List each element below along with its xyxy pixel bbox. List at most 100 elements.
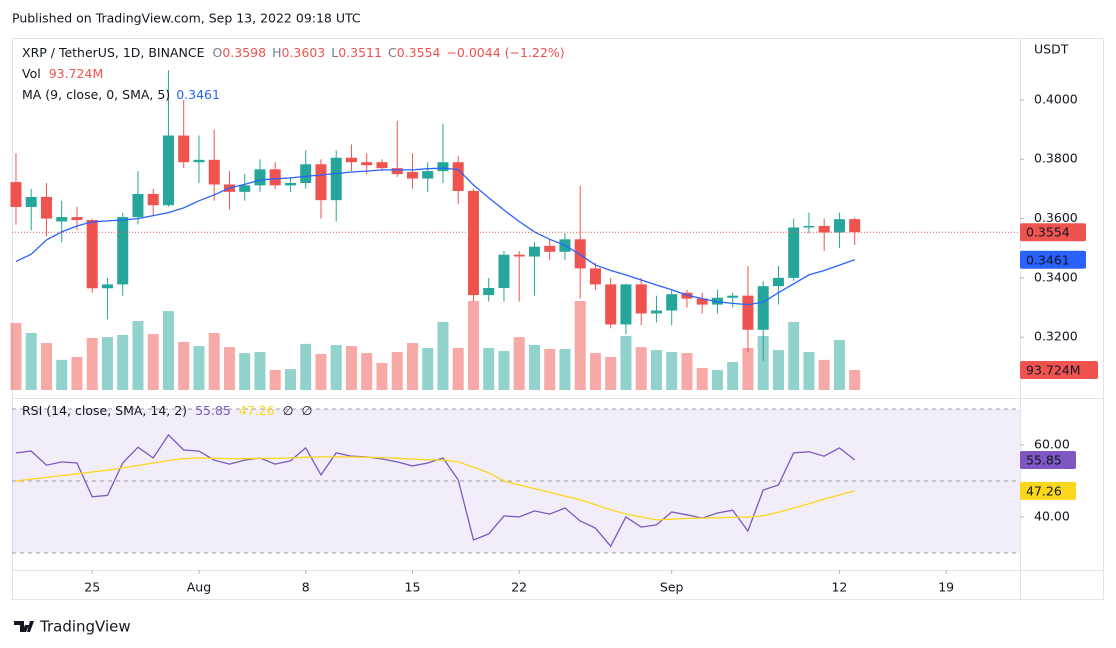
volume-bar xyxy=(772,350,784,390)
candle-body xyxy=(696,298,708,305)
volume-bar xyxy=(178,341,190,390)
y-tick-label: 60.00 xyxy=(1034,437,1070,452)
ma-line xyxy=(15,167,855,306)
chart-frame xyxy=(12,38,1104,600)
candle-body xyxy=(406,171,418,179)
candle-body xyxy=(498,254,510,288)
candle-body xyxy=(513,254,525,257)
volume-bar xyxy=(254,352,266,390)
volume-bar xyxy=(117,334,129,390)
open-label: O xyxy=(213,45,223,60)
candle-body xyxy=(315,164,327,201)
candle-body xyxy=(147,193,159,206)
candle-body xyxy=(101,284,113,289)
y-tick-label: 0.3600 xyxy=(1034,210,1078,225)
candle-body xyxy=(772,277,784,287)
volume-bar xyxy=(711,369,723,390)
candle-body xyxy=(849,219,861,233)
candle-body xyxy=(162,135,174,206)
rsi-name: RSI (14, close, SMA, 14, 2) xyxy=(22,403,187,418)
last-price-label: 0.3554 xyxy=(1026,225,1070,240)
y-tick-label: 0.3800 xyxy=(1034,151,1078,166)
volume-bar xyxy=(635,347,647,390)
y-tick-label: 0.4000 xyxy=(1034,91,1078,106)
candle-body xyxy=(574,239,586,269)
close-value: 0.3554 xyxy=(397,45,441,60)
volume-bar xyxy=(101,337,113,390)
candle-body xyxy=(300,164,312,183)
candle-body xyxy=(437,162,449,172)
volume-bar xyxy=(803,352,815,390)
candle-body xyxy=(818,225,830,233)
x-tick-label: 15 xyxy=(405,580,421,595)
y-tick-label: 0.3400 xyxy=(1034,269,1078,284)
ma-name: MA (9, close, 0, SMA, 5) xyxy=(22,87,170,102)
rsi-value: 47.26 xyxy=(239,403,275,418)
volume-bar xyxy=(406,343,418,390)
candle-body xyxy=(666,294,678,311)
logo-icon xyxy=(14,621,34,632)
volume-bar xyxy=(193,346,205,390)
volume-bar xyxy=(300,343,312,390)
candle-body xyxy=(803,225,815,228)
volume-bar xyxy=(376,362,388,390)
candle-body xyxy=(239,185,251,192)
rsi-value-box xyxy=(1020,481,1076,500)
candle-body xyxy=(589,268,601,285)
volume-value: 93.724M xyxy=(49,66,104,81)
x-tick-label: 19 xyxy=(938,580,954,595)
candle-body xyxy=(635,284,647,314)
symbol: XRP / TetherUS, 1D, BINANCE xyxy=(22,45,205,60)
volume-bar xyxy=(559,349,571,390)
volume-bar xyxy=(849,369,861,390)
change: −0.0044 (−1.22%) xyxy=(446,45,564,60)
volume-bar xyxy=(650,350,662,390)
volume-bar xyxy=(147,334,159,390)
volume-bar xyxy=(437,321,449,390)
rsi-value-label: 55.85 xyxy=(1026,452,1062,467)
volume-bar xyxy=(86,337,98,390)
volume-bar xyxy=(681,353,693,390)
candle-body xyxy=(467,190,479,296)
candle-body xyxy=(544,245,556,252)
volume-bar xyxy=(162,311,174,390)
x-tick-label: 8 xyxy=(302,580,310,595)
volume-bar xyxy=(315,353,327,390)
y-tick-label: 40.00 xyxy=(1034,508,1070,523)
rsi-value: 55.85 xyxy=(195,403,231,418)
volume-bar xyxy=(391,352,403,390)
legend: RSI (14, close, SMA, 14, 2) 55.85 47.26 ∅ ∅ xyxy=(22,403,312,418)
volume-bar xyxy=(269,369,281,390)
candle-body xyxy=(727,295,739,298)
candle-body xyxy=(71,217,83,221)
candle-body xyxy=(605,284,617,325)
volume-bar xyxy=(345,346,357,390)
volume-bar xyxy=(208,333,220,390)
volume-bar xyxy=(528,344,540,390)
candle-body xyxy=(528,246,540,257)
high-value: 0.3603 xyxy=(282,45,326,60)
volume-bar xyxy=(696,368,708,390)
candle-body xyxy=(117,217,129,285)
volume-bar xyxy=(25,333,37,390)
tradingview-logo: TradingView xyxy=(14,618,131,636)
y-axis-label: USDT xyxy=(1034,42,1069,57)
candle-body xyxy=(193,159,205,163)
volume-bar xyxy=(818,359,830,390)
candle-body xyxy=(452,162,464,191)
candle-body xyxy=(254,169,266,186)
published-note: Published on TradingView.com, Sep 13, 20… xyxy=(12,11,361,26)
legend: Vol 93.724M xyxy=(22,66,103,81)
volume-bar xyxy=(513,337,525,390)
volume-bar xyxy=(788,321,800,390)
x-tick-label: Sep xyxy=(660,580,684,595)
volume-bar xyxy=(757,336,769,390)
candle-body xyxy=(132,193,144,218)
volume-bar xyxy=(330,344,342,390)
y-tick-label: 0.3200 xyxy=(1034,329,1078,344)
volume-bar xyxy=(727,362,739,390)
ma-value-label: 0.3461 xyxy=(1026,252,1070,267)
x-tick-label: 25 xyxy=(84,580,100,595)
volume-bar xyxy=(361,353,373,390)
